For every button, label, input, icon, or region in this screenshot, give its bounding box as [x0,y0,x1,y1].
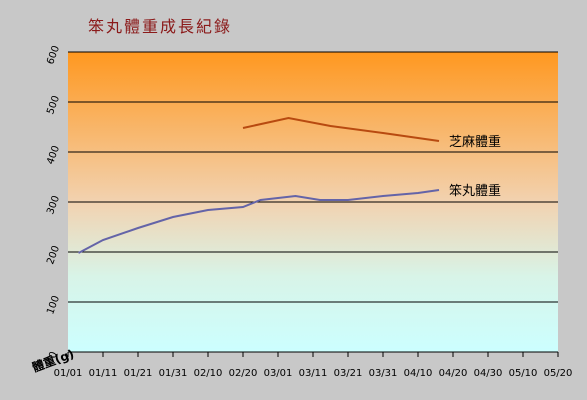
x-tick-label: 03/11 [299,368,328,379]
x-tick-label: 02/20 [229,368,258,379]
x-tick-label: 02/10 [194,368,223,379]
series-label: 芝麻體重 [449,134,501,150]
x-tick-label: 03/21 [334,368,363,379]
x-tick-label: 04/30 [474,368,503,379]
x-tick-label: 03/01 [264,368,293,379]
series-label: 笨丸體重 [449,183,501,199]
x-tick-label: 04/10 [404,368,433,379]
x-tick-label: 05/10 [509,368,538,379]
x-tick-label: 01/31 [159,368,188,379]
x-tick-label: 01/11 [89,368,118,379]
series-line [78,189,440,254]
x-tick-label: 05/20 [544,368,573,379]
x-tick-label: 03/31 [369,368,398,379]
y-tick-label: 0 [47,350,60,360]
chart-title: 笨丸體重成長紀錄 [88,17,232,36]
series-line [242,116,440,142]
x-tick-label: 01/01 [54,368,83,379]
x-tick-label: 04/20 [439,368,468,379]
x-tick-label: 01/21 [124,368,153,379]
